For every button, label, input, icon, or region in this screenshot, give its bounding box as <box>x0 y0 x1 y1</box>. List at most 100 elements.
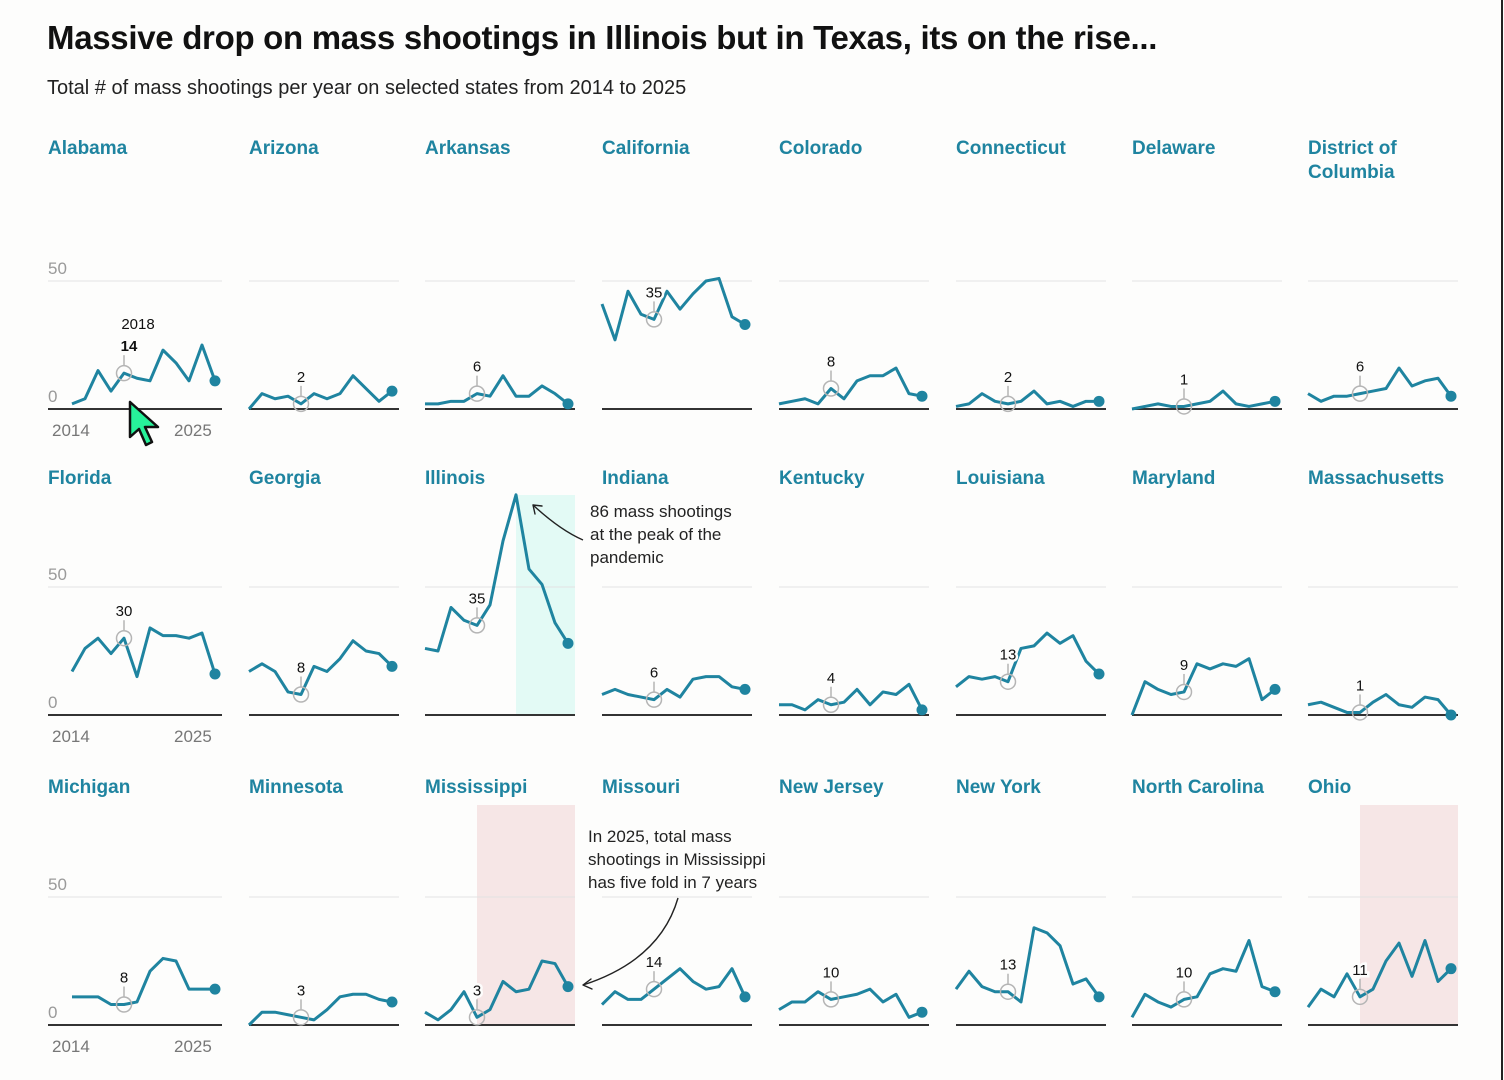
highlight-circle <box>1351 704 1369 721</box>
series-line <box>248 639 394 697</box>
highlight-circle <box>1175 398 1193 415</box>
end-point-dot <box>386 660 398 672</box>
highlight-circle <box>645 311 663 328</box>
value-label: 6 <box>473 359 481 376</box>
highlight-circle <box>645 980 663 998</box>
value-label: 2 <box>297 369 305 386</box>
panel-maryland: Maryland 9 <box>1130 468 1282 716</box>
highlight-circle <box>1175 991 1193 1008</box>
panel-connecticut: Connecticut 2 <box>955 138 1106 413</box>
series-line <box>424 959 570 1022</box>
end-point-dot <box>209 375 221 387</box>
value-label: 13 <box>1000 957 1017 974</box>
highlight-circle <box>1175 683 1193 701</box>
end-point-dot <box>1269 986 1281 998</box>
y-tick-label: 50 <box>48 259 67 278</box>
panel-mississippi: Mississippi 3 <box>424 777 575 1026</box>
panel-minnesota: Minnesota 3 <box>247 777 399 1027</box>
state-label: Mississippi <box>425 777 527 798</box>
series-line <box>600 967 747 1006</box>
end-point-dot <box>739 683 751 695</box>
state-label: Minnesota <box>249 777 343 798</box>
series-line <box>247 992 393 1027</box>
panel-kentucky: Kentucky 4 <box>778 468 929 716</box>
x-tick-label: 2025 <box>174 1037 212 1056</box>
panel-indiana: Indiana 6 <box>601 468 752 716</box>
series-line <box>71 343 217 406</box>
y-tick-label: 0 <box>48 387 57 406</box>
annotation-text: pandemic <box>590 548 664 567</box>
end-point-dot <box>386 385 398 397</box>
highlight-circle <box>1351 988 1369 1006</box>
end-point-dot <box>739 991 751 1003</box>
series-line <box>1307 693 1453 716</box>
state-label: Michigan <box>48 777 130 798</box>
chart-title: Massive drop on mass shootings in Illino… <box>47 19 1158 56</box>
series-line <box>778 987 923 1019</box>
highlight-circle <box>468 385 486 402</box>
arrow-head-icon <box>532 504 543 515</box>
panel-colorado: Colorado 8 <box>778 138 929 410</box>
panel-arizona: Arizona 2 <box>247 138 399 413</box>
end-point-dot <box>916 1006 928 1018</box>
series-line <box>425 374 569 406</box>
y-tick-label: 0 <box>48 1003 57 1022</box>
state-label: Indiana <box>602 468 669 489</box>
end-point-dot <box>562 398 574 410</box>
series-line <box>72 956 215 1007</box>
value-label: 14 <box>646 954 663 971</box>
end-point-dot <box>1445 709 1457 721</box>
end-point-dot <box>739 319 751 331</box>
annotation-arrow <box>532 504 584 541</box>
series-line <box>955 389 1099 408</box>
value-label: 4 <box>827 670 835 687</box>
series-line <box>1131 389 1276 411</box>
end-point-dot <box>1269 683 1281 695</box>
state-label: Ohio <box>1308 777 1351 798</box>
highlight-circle <box>999 395 1017 413</box>
highlight-circle <box>1351 385 1369 402</box>
state-label: Connecticut <box>956 138 1066 159</box>
panel-california: California 35 <box>600 138 752 410</box>
x-tick-label: 2014 <box>52 727 90 746</box>
value-label: 10 <box>1176 964 1193 981</box>
series-line <box>1307 366 1453 403</box>
annotation-text: 86 mass shootings <box>590 502 732 521</box>
highlight-circle <box>292 395 310 413</box>
panel-ohio: Ohio 11 <box>1306 777 1458 1026</box>
x-tick-label: 2025 <box>174 421 212 440</box>
series-line <box>1130 939 1276 1019</box>
annotation-illinois: 86 mass shootings at the peak of the pande… <box>532 502 732 567</box>
annotation-text: shootings in Mississippi <box>588 850 766 869</box>
panel-new-jersey: New Jersey 10 <box>778 777 929 1026</box>
state-label: Alabama <box>48 138 128 159</box>
panel-louisiana: Louisiana 13 <box>955 468 1106 716</box>
value-label: 2 <box>1004 369 1012 386</box>
highlight-circle <box>115 996 133 1013</box>
annotation-text: has five fold in 7 years <box>588 873 757 892</box>
value-label: 8 <box>120 970 128 987</box>
highlight-circle <box>292 686 310 703</box>
state-label: North Carolina <box>1132 777 1264 798</box>
panel-alabama: 50 0 2014 2025 Alabama 14 2018 <box>48 138 222 440</box>
state-label: District of <box>1308 138 1397 159</box>
state-label: Colorado <box>779 138 862 159</box>
value-label: 10 <box>823 964 840 981</box>
y-tick-label: 50 <box>48 565 67 584</box>
panel-georgia: Georgia 8 <box>248 468 399 716</box>
y-tick-label: 0 <box>48 693 57 712</box>
state-label: Kentucky <box>779 468 865 489</box>
highlight-circle <box>645 691 663 708</box>
series-line <box>247 374 393 410</box>
annotations: 86 mass shootings at the peak of the pande… <box>532 502 766 990</box>
end-point-dot <box>1445 390 1457 402</box>
chart-subtitle: Total # of mass shootings per year on se… <box>47 77 687 99</box>
state-label: New Jersey <box>779 777 884 798</box>
series-line <box>778 366 923 406</box>
annotation-text: at the peak of the <box>590 525 721 544</box>
end-point-dot <box>1093 991 1105 1003</box>
x-tick-label: 2025 <box>174 727 212 746</box>
highlight-circle <box>115 364 133 382</box>
